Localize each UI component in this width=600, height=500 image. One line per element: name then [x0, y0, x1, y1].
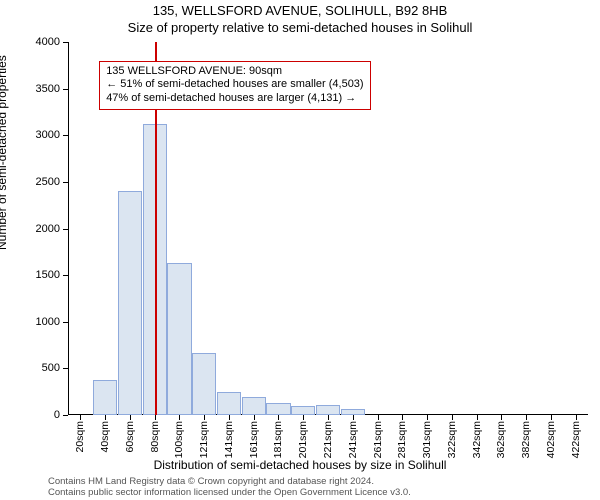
x-tick-label: 362sqm: [495, 415, 507, 458]
histogram-bar: [242, 397, 266, 415]
plot-area: 0500100015002000250030003500400020sqm40s…: [68, 42, 588, 415]
y-tick-mark: [63, 135, 68, 136]
y-tick-mark: [63, 229, 68, 230]
x-tick-label: 281sqm: [396, 415, 408, 458]
y-tick-mark: [63, 322, 68, 323]
y-tick-mark: [63, 368, 68, 369]
chart-title-line2: Size of property relative to semi-detach…: [0, 20, 600, 35]
x-tick-label: 121sqm: [198, 415, 210, 458]
x-tick-label: 422sqm: [570, 415, 582, 458]
annotation-line: ← 51% of semi-detached houses are smalle…: [106, 78, 363, 92]
x-tick-label: 40sqm: [99, 415, 111, 453]
x-tick-label: 60sqm: [124, 415, 136, 453]
x-tick-label: 301sqm: [421, 415, 433, 458]
x-tick-label: 201sqm: [297, 415, 309, 458]
y-tick-mark: [63, 415, 68, 416]
histogram-bar: [291, 406, 315, 415]
y-axis-label: Number of semi-detached properties: [0, 55, 9, 250]
y-axis-line: [68, 42, 69, 415]
histogram-bar: [266, 403, 290, 415]
attribution-text: Contains HM Land Registry data © Crown c…: [48, 477, 411, 499]
x-tick-label: 382sqm: [520, 415, 532, 458]
x-tick-label: 100sqm: [173, 415, 185, 458]
histogram-bar: [118, 191, 142, 415]
x-tick-label: 322sqm: [446, 415, 458, 458]
x-tick-label: 20sqm: [74, 415, 86, 453]
annotation-box: 135 WELLSFORD AVENUE: 90sqm← 51% of semi…: [99, 61, 370, 110]
histogram-bar: [93, 380, 117, 415]
annotation-line: 135 WELLSFORD AVENUE: 90sqm: [106, 65, 363, 79]
x-tick-label: 261sqm: [372, 415, 384, 458]
x-tick-label: 80sqm: [149, 415, 161, 453]
y-tick-mark: [63, 89, 68, 90]
attribution-line: Contains public sector information licen…: [48, 488, 411, 499]
y-tick-mark: [63, 275, 68, 276]
y-tick-mark: [63, 42, 68, 43]
y-tick-mark: [63, 182, 68, 183]
x-tick-label: 141sqm: [223, 415, 235, 458]
x-tick-label: 161sqm: [248, 415, 260, 458]
histogram-bar: [217, 392, 241, 415]
x-tick-label: 221sqm: [322, 415, 334, 458]
chart-title-line1: 135, WELLSFORD AVENUE, SOLIHULL, B92 8HB: [0, 3, 600, 18]
histogram-bar: [192, 353, 216, 415]
x-tick-label: 342sqm: [471, 415, 483, 458]
annotation-line: 47% of semi-detached houses are larger (…: [106, 92, 363, 106]
histogram-bar: [167, 263, 191, 415]
x-tick-label: 181sqm: [272, 415, 284, 458]
x-tick-label: 241sqm: [347, 415, 359, 458]
x-axis-label: Distribution of semi-detached houses by …: [0, 458, 600, 472]
histogram-bar: [316, 405, 340, 415]
x-tick-label: 402sqm: [545, 415, 557, 458]
